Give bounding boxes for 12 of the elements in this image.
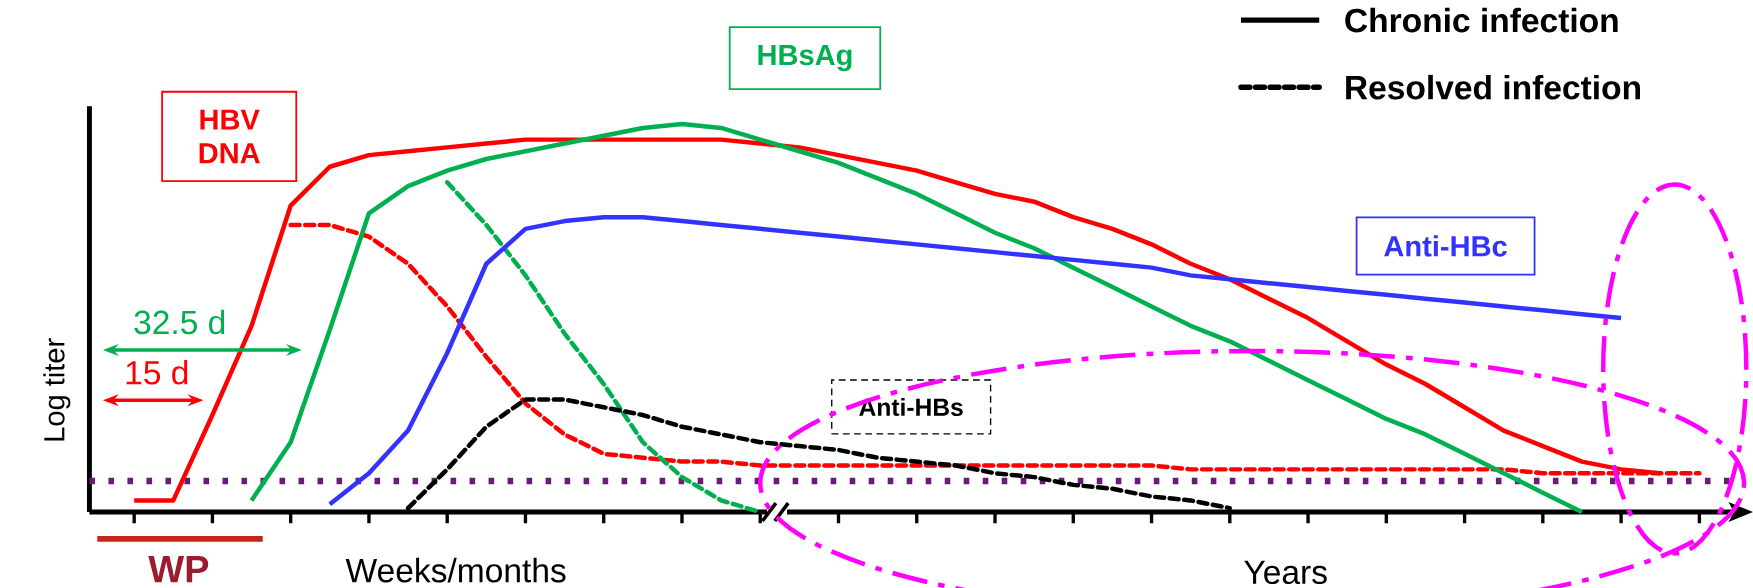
annotation: 32.5 d: [134, 309, 225, 335]
text: Weeks/months: [345, 557, 566, 583]
text: Years: [1244, 560, 1327, 585]
text: WP: [148, 555, 209, 583]
text: Resolved infection: [1346, 74, 1640, 100]
text: Chronic infection: [1345, 7, 1618, 33]
y-axis-title: Log titer: [43, 338, 71, 441]
series-label: Anti-HBc: [1384, 235, 1507, 257]
series-label: HBV DNA: [199, 109, 260, 164]
annotation: 15 d: [126, 359, 188, 385]
series-label: Anti-HBs: [859, 397, 963, 416]
text: HBsAg: [758, 45, 852, 72]
